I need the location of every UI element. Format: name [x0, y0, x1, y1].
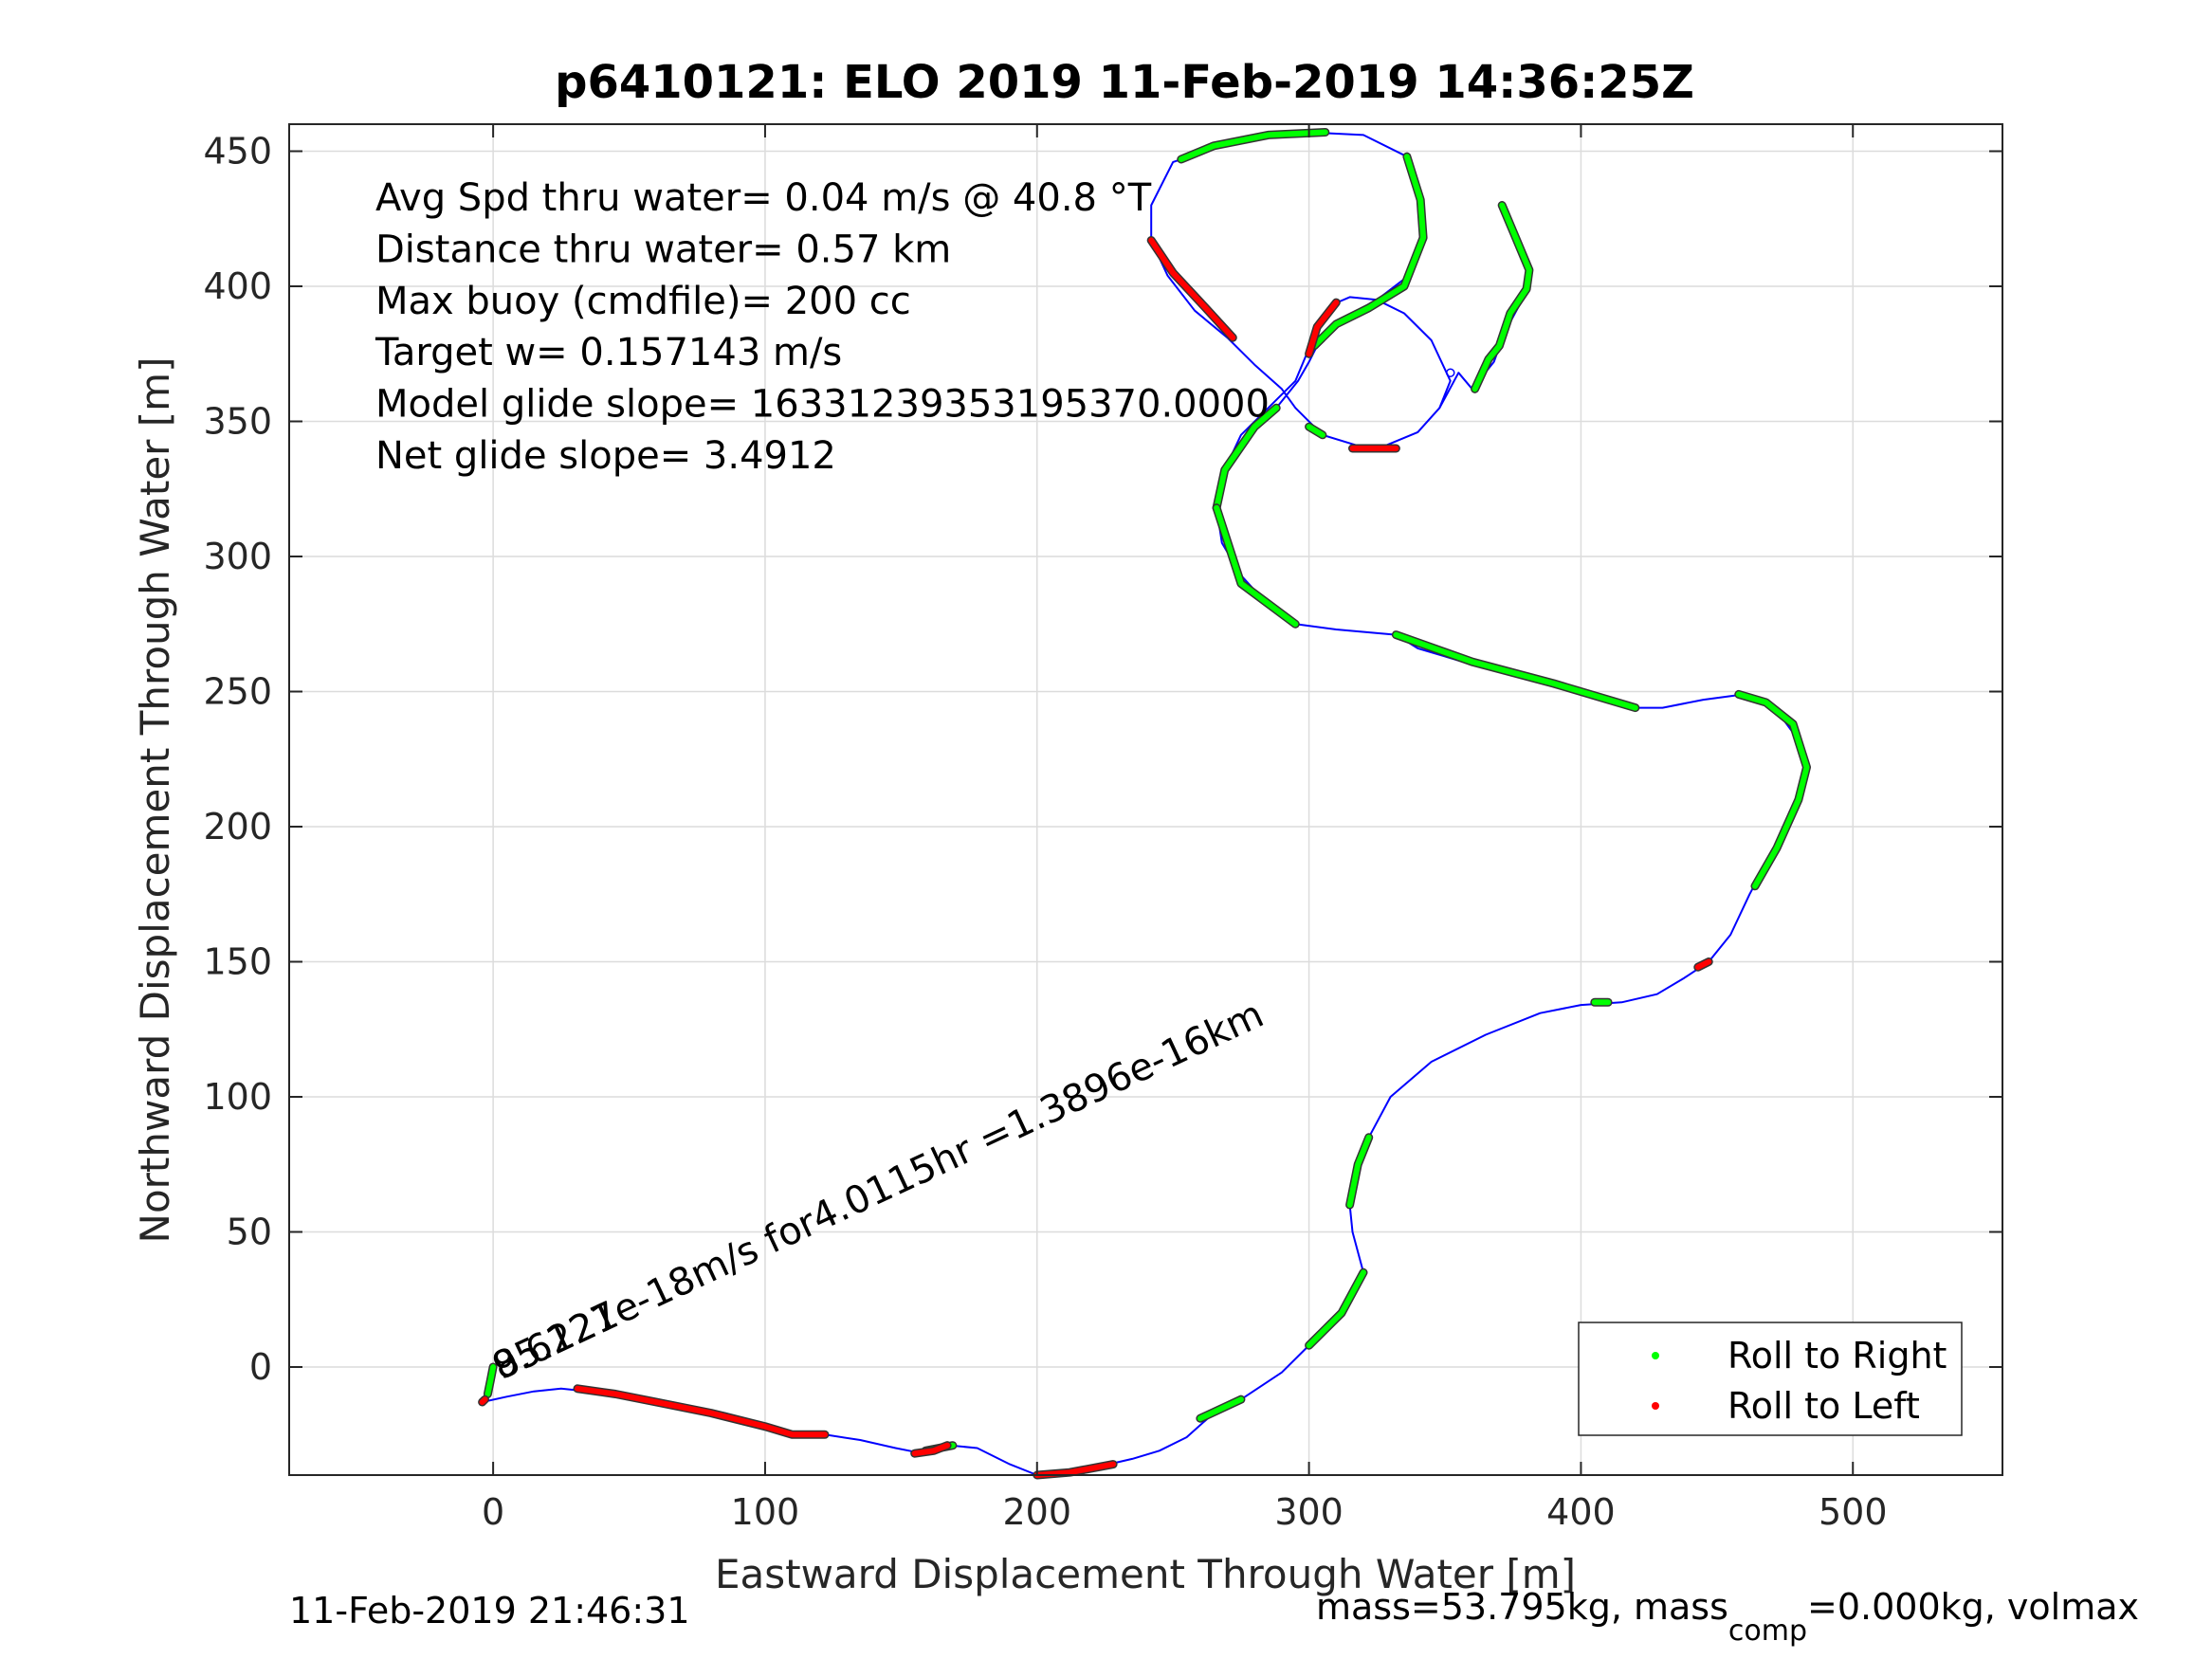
x-tick-label: 300 — [1274, 1491, 1344, 1533]
roll-right-segment — [1197, 1396, 1244, 1422]
roll-right-segment — [1393, 631, 1638, 711]
roll-right-segment — [1214, 405, 1280, 511]
footer-mass-subscript: comp — [1728, 1614, 1807, 1648]
legend-label-roll-right: Roll to Right — [1728, 1335, 1947, 1376]
x-tick-label: 0 — [482, 1491, 504, 1533]
chart-title: p6410121: ELO 2019 11-Feb-2019 14:36:25Z — [555, 56, 1694, 109]
y-tick-label: 300 — [203, 536, 272, 577]
roll-markers — [478, 128, 1811, 1480]
footer-mass-prefix: mass=53.795kg, mass — [1316, 1586, 1728, 1628]
x-tick-label: 500 — [1819, 1491, 1888, 1533]
roll-right-segment — [1735, 691, 1810, 889]
plot-frame — [288, 123, 2003, 1476]
y-axis-label: Northward Displacement Through Water [m] — [132, 357, 178, 1244]
y-tick-label: 100 — [203, 1076, 272, 1118]
stats-line: Avg Spd thru water= 0.04 m/s @ 40.8 °T — [375, 176, 1152, 220]
y-tick-label: 150 — [203, 941, 272, 983]
y-tick-label: 50 — [227, 1212, 272, 1253]
y-tick-label: 450 — [203, 131, 272, 173]
stats-annotations: Avg Spd thru water= 0.04 m/s @ 40.8 °T Di… — [375, 176, 1270, 478]
x-tick-label: 100 — [731, 1491, 800, 1533]
axis-ticks: 0 100 200 300 400 500 0 50 100 150 200 250 300 350 400… — [203, 124, 2002, 1533]
stats-line: Target w= 0.157143 m/s — [375, 331, 842, 374]
y-tick-label: 250 — [203, 671, 272, 713]
grid-lines — [289, 124, 2002, 1475]
legend-box — [1578, 1322, 1963, 1436]
stats-line: Net glide slope= 3.4912 — [375, 434, 836, 478]
roll-left-segment — [1148, 237, 1236, 341]
roll-right-segment — [1214, 504, 1299, 628]
roll-right-segment — [1178, 129, 1328, 162]
stats-line: Model glide slope= 16331239353195370.000… — [375, 383, 1270, 427]
legend-marker-roll-right — [1652, 1352, 1659, 1359]
roll-right-segment — [1311, 154, 1427, 349]
x-tick-label: 200 — [1003, 1491, 1072, 1533]
legend: Roll to Right Roll to Left — [1578, 1322, 1963, 1436]
stats-line: Distance thru water= 0.57 km — [375, 228, 951, 271]
legend-marker-roll-left — [1652, 1402, 1659, 1410]
x-axis-label: Eastward Displacement Through Water [m] — [715, 1551, 1576, 1597]
roll-left-segment — [1306, 300, 1340, 357]
plot-area — [289, 124, 2002, 1475]
y-tick-label: 400 — [203, 265, 272, 307]
x-tick-label: 400 — [1546, 1491, 1616, 1533]
footer-timestamp: 11-Feb-2019 21:46:31 — [289, 1590, 690, 1632]
roll-left-segment — [479, 1396, 488, 1405]
roll-right-segment — [484, 1364, 497, 1397]
y-tick-label: 350 — [203, 401, 272, 443]
roll-left-segment — [575, 1385, 828, 1438]
roll-right-segment — [1306, 424, 1325, 438]
stats-line: Max buoy (cmdfile)= 200 cc — [375, 280, 911, 323]
roll-right-segment — [1472, 202, 1532, 392]
y-tick-label: 200 — [203, 806, 272, 848]
roll-left-segment — [911, 1442, 951, 1457]
footer-mass-info: mass=53.795kg, masscomp=0.000kg, volmax — [1316, 1586, 2139, 1648]
y-tick-label: 0 — [249, 1346, 272, 1388]
footer-mass-suffix: =0.000kg, volmax — [1807, 1586, 2139, 1628]
roll-right-segment — [1346, 1134, 1372, 1208]
roll-left-segment — [1694, 958, 1712, 971]
roll-right-segment — [1306, 1269, 1366, 1349]
legend-label-roll-left: Roll to Left — [1728, 1385, 1920, 1427]
track-end-marker — [1445, 368, 1455, 377]
